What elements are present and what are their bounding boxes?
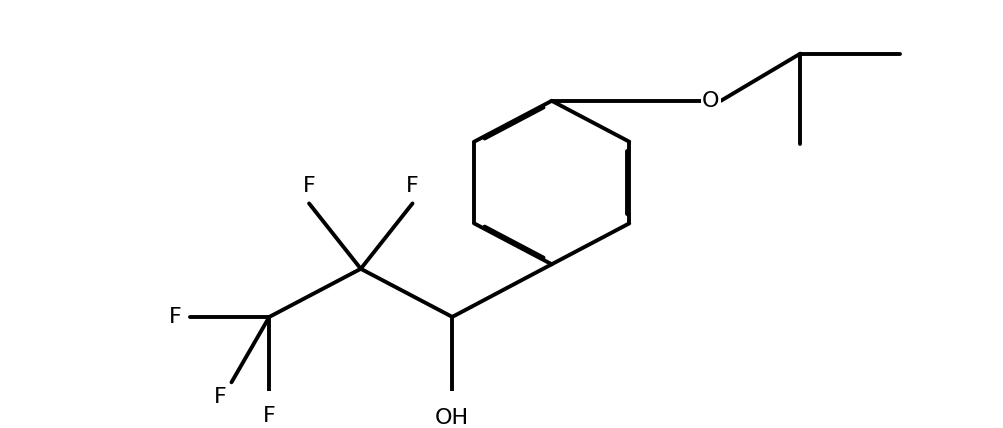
Text: F: F — [263, 406, 276, 426]
Text: F: F — [214, 387, 227, 407]
Text: F: F — [406, 176, 418, 196]
Text: F: F — [169, 307, 182, 327]
Text: OH: OH — [434, 408, 468, 428]
Text: O: O — [701, 91, 719, 111]
Text: F: F — [302, 176, 315, 196]
